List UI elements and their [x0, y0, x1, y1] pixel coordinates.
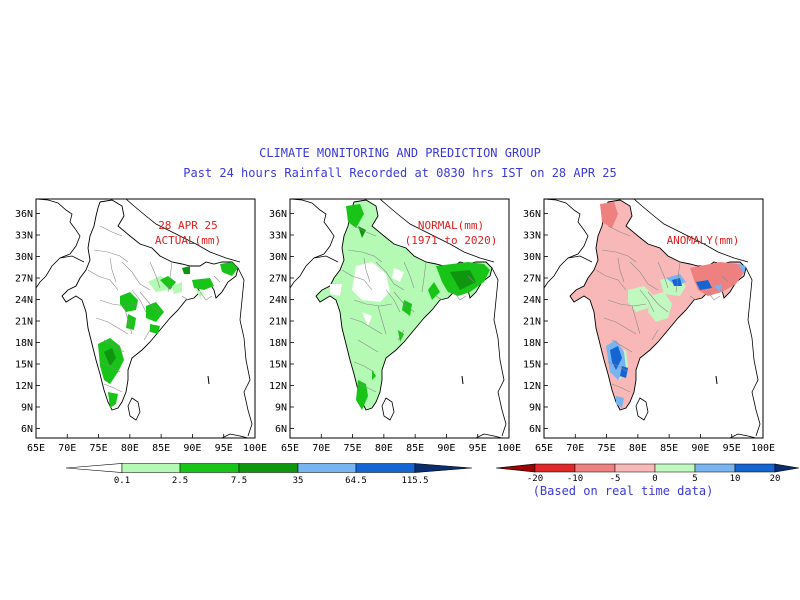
- page-title: CLIMATE MONITORING AND PREDICTION GROUP: [259, 146, 541, 160]
- panel-anomaly: ANOMALY(mm): [543, 198, 764, 439]
- lat-label: 27N: [523, 274, 541, 285]
- rain-legend-tick: 64.5: [345, 476, 367, 486]
- lat-label: 24N: [523, 295, 541, 306]
- lat-label: 30N: [269, 252, 287, 263]
- lat-label: 18N: [269, 338, 287, 349]
- rain-patches-actual: [98, 262, 238, 408]
- panel-actual: 28 APR 25 ACTUAL(mm): [35, 198, 256, 439]
- lat-label: 18N: [15, 338, 33, 349]
- lon-label: 95E: [723, 443, 741, 454]
- lon-label: 85E: [660, 443, 678, 454]
- lon-label: 100E: [243, 443, 267, 454]
- anomaly-legend-tick: 10: [730, 474, 741, 484]
- lat-label: 21N: [523, 317, 541, 328]
- axis-ticks: [35, 213, 764, 438]
- lat-label: 30N: [15, 252, 33, 263]
- lat-label: 6N: [21, 424, 33, 435]
- lat-label: 36N: [523, 209, 541, 220]
- lon-label: 85E: [406, 443, 424, 454]
- anomaly-legend: -20 -10 -5 0 5 10 20 (Based on real time…: [495, 463, 800, 498]
- lon-label: 65E: [27, 443, 45, 454]
- lat-label: 21N: [269, 317, 287, 328]
- lat-label: 24N: [269, 295, 287, 306]
- rain-legend-tick: 35: [293, 476, 304, 486]
- lat-label: 9N: [275, 403, 287, 414]
- lon-label: 90E: [437, 443, 455, 454]
- lat-label: 18N: [523, 338, 541, 349]
- panel-label-normal-period: (1971 to 2020): [405, 234, 498, 247]
- lon-label: 95E: [469, 443, 487, 454]
- lat-label: 15N: [269, 360, 287, 371]
- anomaly-legend-tick: 20: [770, 474, 781, 484]
- anomaly-legend-tick: 5: [692, 474, 697, 484]
- rain-patches-normal: [330, 204, 490, 410]
- lat-label: 27N: [15, 274, 33, 285]
- lat-label: 9N: [21, 403, 33, 414]
- lon-label: 95E: [215, 443, 233, 454]
- lat-label: 36N: [269, 209, 287, 220]
- rain-legend-tick: 7.5: [231, 476, 247, 486]
- lat-label: 30N: [523, 252, 541, 263]
- lat-label: 9N: [529, 403, 541, 414]
- lat-label: 6N: [529, 424, 541, 435]
- anomaly-legend-note: (Based on real time data): [533, 484, 714, 498]
- lat-label: 33N: [523, 231, 541, 242]
- panel-normal: NORMAL(mm) (1971 to 2020): [289, 198, 510, 439]
- lon-label: 65E: [535, 443, 553, 454]
- lat-label: 21N: [15, 317, 33, 328]
- lon-label: 80E: [121, 443, 139, 454]
- lat-label: 12N: [269, 381, 287, 392]
- page-subtitle: Past 24 hours Rainfall Recorded at 0830 …: [183, 166, 617, 180]
- panel-label-anomaly: ANOMALY(mm): [667, 234, 740, 247]
- panel-label-actual: ACTUAL(mm): [155, 234, 221, 247]
- lon-label: 75E: [344, 443, 362, 454]
- anomaly-legend-tick: -10: [567, 474, 583, 484]
- lat-label: 12N: [15, 381, 33, 392]
- lon-label: 70E: [312, 443, 330, 454]
- rain-legend-tick: 115.5: [401, 476, 428, 486]
- lon-label: 90E: [691, 443, 709, 454]
- axis-labels: 36N 33N 30N 27N 24N 21N 18N 15N 12N 9N 6N 65E 70E 75E…: [15, 209, 775, 454]
- lat-label: 33N: [15, 231, 33, 242]
- lon-label: 90E: [183, 443, 201, 454]
- lat-label: 15N: [523, 360, 541, 371]
- lat-label: 12N: [523, 381, 541, 392]
- lat-label: 33N: [269, 231, 287, 242]
- lon-label: 70E: [58, 443, 76, 454]
- anomaly-legend-tick: 0: [652, 474, 657, 484]
- rain-legend-tick: 2.5: [172, 476, 188, 486]
- lon-label: 75E: [598, 443, 616, 454]
- panel-label-normal: NORMAL(mm): [418, 219, 484, 232]
- lat-label: 15N: [15, 360, 33, 371]
- lon-label: 70E: [566, 443, 584, 454]
- panel-label-actual-date: 28 APR 25: [158, 219, 218, 232]
- lon-label: 65E: [281, 443, 299, 454]
- anomaly-legend-tick: -20: [527, 474, 543, 484]
- lat-label: 24N: [15, 295, 33, 306]
- rain-legend: 0.1 2.5 7.5 35 64.5 115.5: [65, 463, 473, 486]
- lon-label: 100E: [497, 443, 521, 454]
- rain-legend-tick: 0.1: [114, 476, 130, 486]
- lon-label: 80E: [629, 443, 647, 454]
- lat-label: 27N: [269, 274, 287, 285]
- lon-label: 85E: [152, 443, 170, 454]
- anomaly-legend-tick: -5: [610, 474, 621, 484]
- lon-label: 80E: [375, 443, 393, 454]
- lon-label: 100E: [751, 443, 775, 454]
- lon-label: 75E: [90, 443, 108, 454]
- lat-label: 6N: [275, 424, 287, 435]
- lat-label: 36N: [15, 209, 33, 220]
